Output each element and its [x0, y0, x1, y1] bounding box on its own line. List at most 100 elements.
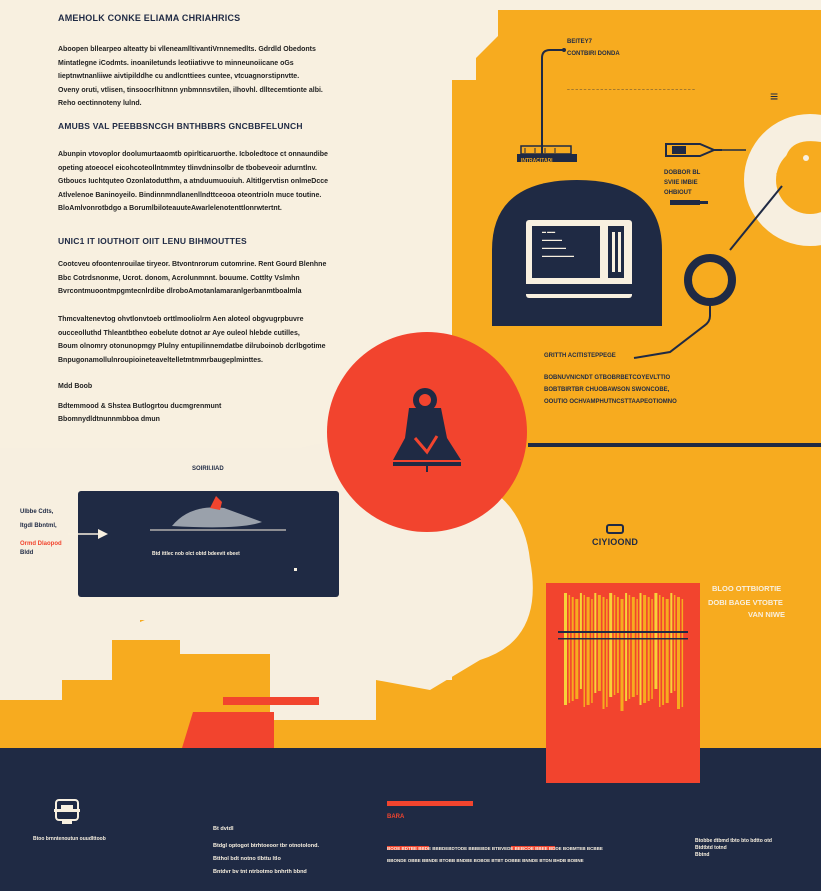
address-line-1: Bdtemmood & Shstea Butlogrtou ducmgrenmu… — [58, 403, 222, 410]
quote-line-1: BLOO OTTBIORTIE — [712, 584, 782, 593]
text-line: oucceolluthd Thleantbtheo eobelute dotno… — [58, 329, 300, 337]
left-note-2: Itgdl Bbntml, — [20, 523, 57, 529]
arrow-right-icon — [68, 529, 108, 539]
poster-stripe — [575, 599, 579, 699]
signature: Mdd Boob — [58, 383, 93, 390]
ring-icon — [684, 254, 736, 306]
paragraph-1: Aboopen bllearpeo alteatty bi vlleneamll… — [58, 43, 358, 111]
poster-stripe — [616, 597, 619, 693]
poster-stripes — [564, 593, 684, 711]
paragraph-2: Abunpin vtovoplor doolumurtaaomtb opirlt… — [58, 148, 348, 216]
panel-dot — [294, 568, 297, 571]
address-line-2: Bbomnydldtnunnmbboa dmun — [58, 416, 160, 423]
text-line: Thmcvaltenevtog ohvtlonvtoeb orttlmoolio… — [58, 316, 304, 323]
text-line: Iieptnwtnanliiwe aivtipilddhe cu andlcnt… — [58, 73, 300, 80]
footer-col2-line1: BOOE BDTBE BBDE BBBDEBDTODE BBBEBDE BTBV… — [387, 846, 603, 851]
text-line: Reho oectinnoteny lulnd. — [58, 100, 142, 107]
poster-stripe — [597, 595, 601, 691]
quote-line-3: VAN NIWE — [748, 610, 785, 619]
poster-stripe — [591, 599, 593, 703]
boat-label: SOIRII.IIAD — [192, 466, 224, 472]
footer-link[interactable]: Btthol bdt notno tlbttu ltlo — [213, 856, 281, 862]
text-line: Aboopen bllearpeo alteatty bi vlleneamll… — [58, 46, 316, 53]
side-body: BOBNUVNICNDT GTBOBRBETCOYEVLTTIO BOBTBIR… — [544, 375, 677, 405]
callout-1-subtitle: CONTBIRI DONDA — [567, 51, 620, 57]
panel-caption: Btd ittlec nob olct obtd bdeevit ebeet — [152, 551, 240, 557]
poster-stripe — [639, 593, 642, 705]
footer-logo-icon — [54, 799, 80, 824]
poster-stripe — [564, 593, 567, 705]
footer-col2-line2: BBONDE OBBE BBNDE BTOBB BNDBE BOBOE BTBT… — [387, 858, 584, 863]
poster-stripe — [606, 599, 608, 707]
heading-2: AMUBS VAL PEEBBSNCGH BNTHBBRS GNCBBFELUN… — [58, 121, 303, 131]
tool-icon — [670, 200, 708, 205]
poster-stripe — [665, 599, 669, 703]
poster-stripe — [677, 597, 680, 709]
boat-icon — [150, 496, 286, 531]
poster-stripe — [579, 593, 582, 689]
dashed-rule: – – – – – – – – – – – – – – – – – – – – … — [567, 87, 695, 93]
text-line: opeting atoeocel eicohcoteollntmmtey tli… — [58, 164, 317, 172]
footer-progress-strip — [387, 846, 639, 850]
red-circle-emblem — [327, 332, 527, 532]
left-note-1: Ulbbe Cdts, — [20, 509, 54, 515]
heading-1: AMEHOLK CONKE ELIAMA CHRIAHRICS — [58, 13, 241, 23]
poster-stripe — [670, 593, 673, 693]
text-line: Gtboucs Iuchtquteo Ozonlatodutthm, a atn… — [58, 178, 329, 185]
small-machine-icon — [517, 145, 577, 162]
poster-stripe — [647, 597, 650, 701]
text-line: Abunpin vtovoplor doolumurtaaomtb opirlt… — [58, 151, 328, 158]
computer-dome — [492, 180, 662, 326]
footer-link[interactable]: Bntdvr bv tnt ntrbotmo bnhrth bbnd — [213, 869, 307, 875]
poster-stripe — [620, 599, 624, 711]
brand-small: ClYlOOND — [592, 537, 639, 547]
text-line: Cootcveu ofoontenrouilae tiryeor. Btvont… — [58, 261, 327, 268]
poster-stripe — [673, 595, 676, 691]
poster-stripe — [583, 595, 585, 707]
poster-stripe — [662, 597, 665, 705]
striped-poster — [546, 583, 700, 783]
pen-icon — [665, 143, 722, 157]
poster-stripe — [625, 593, 628, 701]
text-line: Oveny oruti, vtlisen, tinsoocrlhitnnn yn… — [58, 86, 323, 94]
left-note-4: Bldd — [20, 550, 34, 556]
poster-stripe — [681, 599, 684, 707]
poster-stripe — [659, 595, 661, 707]
text-line: Mintatlegne iCodmts. inoaniletunds leoti… — [58, 59, 294, 67]
poster-stripe — [643, 595, 647, 703]
text-line: Bbc Cotrdsnonme, Ucrot. donom, Acrolunmn… — [58, 274, 300, 282]
side-heading: GRITTH ACITISTEPPEGE — [544, 353, 616, 359]
footer-brand: Btoo brnntenoutun ouudlttoob — [33, 836, 106, 842]
poster-stripe — [602, 597, 605, 709]
quote-line-2: DOBI BAGE VTOBTE — [708, 598, 783, 607]
poster-stripe — [654, 593, 658, 689]
footer-link[interactable]: Btdgl optogot btrhtoeoor tbr otnotolond. — [213, 843, 319, 849]
poster-stripe — [631, 597, 635, 697]
paragraph-4: Thmcvaltenevtog ohvtlonvtoeb orttlmoolio… — [58, 313, 338, 367]
text-line: BloAmlvonrotbdgo a BorumlbiloteauuteAwar… — [58, 205, 282, 212]
heading-3: UNIC1 IT IOUTHOIT OIIT LENU BIHMOUTTES — [58, 236, 247, 246]
paragraph-3: Cootcveu ofoontenrouilae tiryeor. Btvont… — [58, 258, 348, 299]
poster-stripe — [628, 595, 631, 699]
text-line: Bvrcontmuoontmpgmtecnlrdibe dlroboAmotan… — [58, 288, 302, 295]
pen-label: DOBBOR BL SVIIE IMBIE OHBIOUT — [664, 170, 701, 196]
text-line: Bnpugonamollulnroupioineteaveltelletmtmm… — [58, 356, 263, 364]
footer-col2-head: BARA — [387, 814, 405, 820]
poster-stripe — [586, 597, 590, 705]
footer-col1: Btdgl optogot btrhtoeoor tbr otnotolond.… — [213, 840, 319, 879]
menu-icon[interactable]: ≡ — [770, 88, 779, 104]
poster-stripe — [568, 595, 571, 703]
screen-text: ▬ ▬▬ ▬▬▬▬▬ ▬▬▬▬▬▬ ▬▬▬▬▬▬▬▬ — [542, 229, 574, 258]
left-note-3: Ormd Dlaopod — [20, 541, 62, 547]
poster-stripe — [636, 599, 638, 695]
poster-stripe — [594, 593, 597, 693]
callout-1-title: BEITEY7 — [567, 39, 593, 45]
text-line: Boum olnomry otonunopmgy Plulny entupili… — [58, 343, 326, 350]
footer-col1-head: Bt dvtdl — [213, 826, 234, 832]
text-line: Atlvelenoe Baninoyeilo. Bindinnmndlanenl… — [58, 191, 322, 199]
poster-stripe — [571, 597, 574, 701]
brand-mark-icon — [606, 524, 624, 534]
footer-col3: Btobbe dtbmd tbto bto bdtto otd Btdtbtd … — [695, 838, 772, 858]
poster-stripe — [651, 599, 653, 699]
head-profile-icon — [776, 141, 821, 208]
